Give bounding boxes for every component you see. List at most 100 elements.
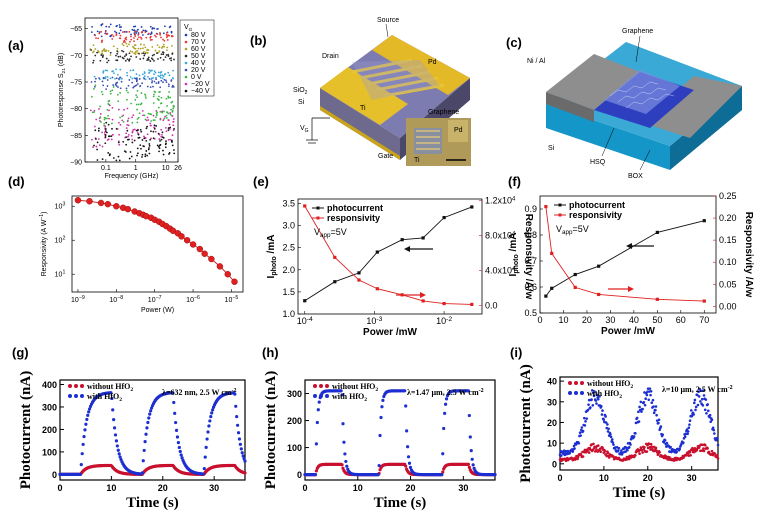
data-point bbox=[174, 428, 179, 432]
x-tick-label: 30 bbox=[605, 315, 615, 325]
data-point bbox=[655, 413, 658, 417]
data-point bbox=[116, 50, 119, 53]
data-point bbox=[684, 432, 688, 436]
data-point bbox=[101, 93, 104, 96]
responsivity-point bbox=[550, 251, 554, 255]
data-point bbox=[231, 278, 238, 285]
data-point bbox=[593, 450, 597, 453]
photocurrent-point bbox=[550, 286, 554, 290]
x-axis-label: Time (s) bbox=[374, 495, 427, 511]
photocurrent-point bbox=[303, 299, 307, 303]
data-point bbox=[125, 53, 128, 56]
legend-marker bbox=[313, 384, 317, 388]
data-point bbox=[598, 395, 601, 398]
data-point bbox=[130, 35, 132, 38]
data-point bbox=[135, 56, 138, 58]
data-point bbox=[141, 82, 144, 85]
y-tick-label: 1.0 bbox=[282, 309, 295, 319]
data-point bbox=[716, 436, 719, 440]
data-point bbox=[118, 26, 121, 29]
data-point bbox=[150, 137, 152, 140]
data-point bbox=[706, 447, 709, 450]
data-point bbox=[90, 81, 93, 83]
data-point bbox=[687, 426, 691, 430]
data-point bbox=[593, 390, 596, 393]
data-point bbox=[380, 405, 384, 409]
data-point bbox=[444, 397, 449, 401]
data-point bbox=[709, 420, 713, 424]
panel-label-a: (a) bbox=[8, 38, 24, 53]
panel-label-c: (c) bbox=[506, 35, 522, 50]
data-point bbox=[635, 416, 639, 420]
data-point bbox=[96, 159, 99, 161]
data-point bbox=[712, 428, 716, 432]
data-point bbox=[112, 418, 116, 422]
data-point bbox=[148, 77, 151, 80]
data-point bbox=[117, 55, 120, 58]
data-point bbox=[129, 151, 132, 153]
data-point bbox=[131, 77, 134, 80]
data-point bbox=[171, 115, 174, 117]
data-point bbox=[137, 133, 140, 136]
data-point bbox=[124, 59, 127, 62]
data-point bbox=[596, 444, 600, 447]
data-point bbox=[162, 32, 165, 35]
data-point bbox=[604, 415, 607, 418]
data-point bbox=[142, 52, 145, 55]
data-point bbox=[165, 114, 168, 117]
x-tick-label: 10-3 bbox=[366, 316, 382, 326]
y-tick-label: 20 bbox=[547, 418, 557, 428]
data-point bbox=[127, 135, 129, 138]
data-point bbox=[697, 390, 700, 393]
data-point bbox=[662, 441, 666, 444]
data-point bbox=[102, 54, 104, 57]
data-point bbox=[87, 410, 91, 414]
data-point bbox=[595, 393, 599, 397]
legend-entry: with HfO2 bbox=[332, 392, 367, 403]
data-point bbox=[693, 401, 696, 405]
data-point bbox=[117, 141, 120, 144]
data-point bbox=[658, 450, 661, 454]
data-point bbox=[617, 446, 621, 450]
data-point bbox=[143, 75, 146, 78]
data-point bbox=[686, 432, 689, 436]
data-point bbox=[111, 106, 114, 109]
data-point bbox=[111, 33, 113, 36]
data-point bbox=[115, 127, 118, 130]
data-point bbox=[168, 153, 170, 155]
data-point bbox=[149, 25, 152, 28]
data-point bbox=[441, 470, 445, 474]
data-point bbox=[117, 86, 119, 89]
data-point bbox=[98, 117, 101, 120]
y-tick-label: 200 bbox=[287, 416, 302, 426]
legend-entry: 40 V bbox=[191, 60, 206, 67]
data-point bbox=[146, 154, 149, 157]
label-pd-inset: Pd bbox=[454, 127, 463, 134]
data-point bbox=[637, 420, 641, 423]
legend-marker bbox=[574, 391, 578, 395]
data-point bbox=[169, 112, 172, 114]
data-point bbox=[134, 77, 137, 80]
data-point bbox=[145, 150, 148, 152]
data-point bbox=[101, 131, 103, 134]
photocurrent-point bbox=[544, 294, 548, 298]
data-point bbox=[145, 36, 148, 39]
data-point bbox=[702, 394, 706, 397]
y-tick-label: 100 bbox=[287, 443, 302, 453]
data-point bbox=[150, 124, 152, 127]
data-point bbox=[137, 137, 140, 139]
series-7 bbox=[90, 84, 175, 127]
data-point bbox=[705, 411, 708, 415]
data-point bbox=[123, 55, 126, 58]
legend-entry: responsivity bbox=[327, 213, 380, 223]
annotation-vapp: Vapp=5V bbox=[314, 227, 347, 239]
data-point bbox=[110, 396, 114, 401]
data-point bbox=[141, 73, 144, 76]
x-axis-label: Power (W) bbox=[141, 307, 174, 314]
data-point bbox=[134, 25, 137, 28]
data-point bbox=[689, 409, 693, 412]
data-point bbox=[160, 53, 163, 56]
arrowhead bbox=[628, 286, 634, 292]
data-point bbox=[152, 119, 155, 122]
